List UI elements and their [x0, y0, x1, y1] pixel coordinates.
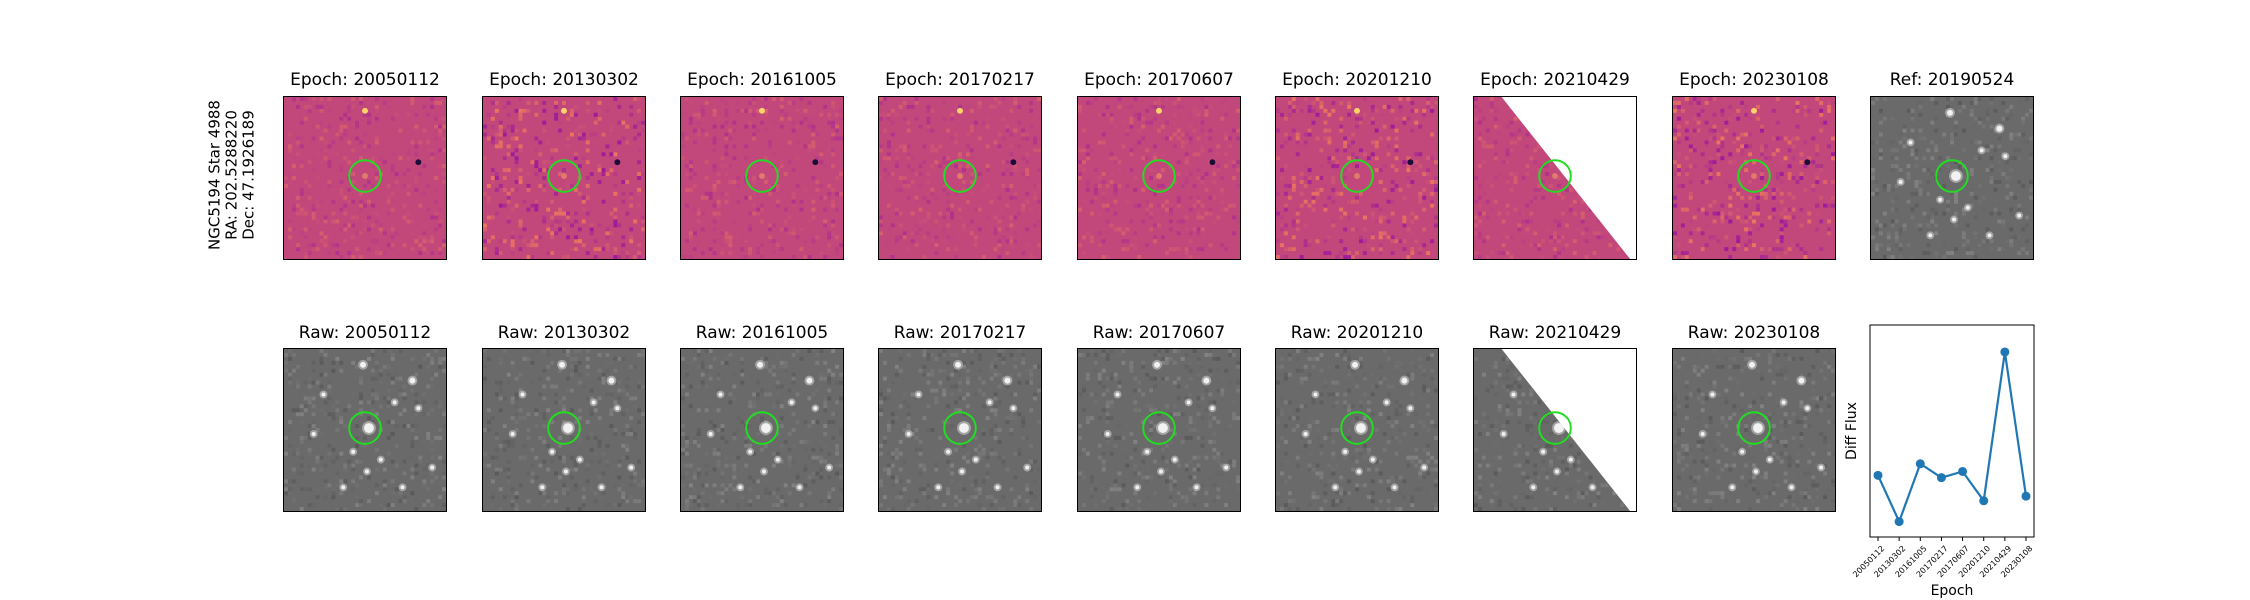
difference-image-title: Epoch: 20170607	[1084, 70, 1234, 90]
difference-image-cutout	[1275, 96, 1439, 260]
plot-frame	[1869, 324, 2035, 538]
difference-image-cutout	[1077, 96, 1241, 260]
star-name: NGC5194 Star 4988	[205, 100, 224, 250]
target-marker-circle	[547, 411, 581, 445]
series-line	[1876, 351, 2028, 525]
data-point	[1873, 470, 1883, 480]
raw-image-cutout	[283, 348, 447, 512]
y-axis-label: Diff Flux	[1844, 402, 1860, 460]
difference-image-cutout	[1473, 96, 1637, 260]
light-curve-chart: 2005011220130302201610052017021720170607…	[1844, 324, 2035, 599]
difference-image-cutout	[878, 96, 1042, 260]
raw-image-title: Raw: 20161005	[695, 323, 829, 343]
difference-image-title: Epoch: 20161005	[687, 70, 837, 90]
data-point	[1894, 517, 1904, 527]
raw-image-cutout	[680, 348, 844, 512]
raw-image-cutout	[1473, 348, 1637, 512]
target-marker-circle	[1538, 411, 1572, 445]
raw-image-cutout	[1672, 348, 1836, 512]
raw-image-cutout	[1077, 348, 1241, 512]
data-point	[2000, 347, 2010, 357]
difference-image-cutout	[1870, 96, 2034, 260]
target-marker-circle	[1737, 411, 1771, 445]
target-marker-circle	[745, 411, 779, 445]
difference-image-cutout	[680, 96, 844, 260]
target-marker-circle	[1142, 159, 1176, 193]
data-point	[1958, 466, 1968, 476]
raw-image-title: Raw: 20170217	[893, 323, 1027, 343]
difference-image-title: Epoch: 20201210	[1282, 70, 1432, 90]
raw-image-title: Raw: 20201210	[1290, 323, 1424, 343]
difference-image-title: Epoch: 20050112	[290, 70, 440, 90]
target-marker-circle	[1935, 159, 1969, 193]
target-marker-circle	[745, 159, 779, 193]
difference-image-cutout	[283, 96, 447, 260]
difference-image-title: Epoch: 20130302	[489, 70, 639, 90]
difference-image-cutout	[1672, 96, 1836, 260]
target-marker-circle	[943, 159, 977, 193]
target-marker-circle	[1538, 159, 1572, 193]
target-marker-circle	[943, 411, 977, 445]
difference-image-cutout	[482, 96, 646, 260]
raw-image-title: Raw: 20050112	[298, 323, 432, 343]
target-marker-circle	[348, 411, 382, 445]
raw-image-title: Raw: 20210429	[1488, 323, 1622, 343]
data-point	[1936, 473, 1946, 483]
target-marker-circle	[348, 159, 382, 193]
target-marker-circle	[1737, 159, 1771, 193]
raw-image-cutout	[482, 348, 646, 512]
star-info-label: NGC5194 Star 4988 RA: 202.5288220 Dec: 4…	[205, 100, 258, 250]
raw-image-cutout	[878, 348, 1042, 512]
target-marker-circle	[1142, 411, 1176, 445]
difference-image-title: Epoch: 20170217	[885, 70, 1035, 90]
data-point	[1915, 459, 1925, 469]
raw-image-cutout	[1275, 348, 1439, 512]
star-dec: Dec: 47.1926189	[239, 110, 258, 240]
raw-image-title: Raw: 20130302	[497, 323, 631, 343]
star-ra: RA: 202.5288220	[222, 110, 241, 240]
x-axis-label: Epoch	[1931, 583, 1974, 599]
difference-image-title: Epoch: 20210429	[1480, 70, 1630, 90]
raw-image-title: Raw: 20230108	[1687, 323, 1821, 343]
difference-image-title: Epoch: 20230108	[1679, 70, 1829, 90]
target-marker-circle	[1340, 411, 1374, 445]
target-marker-circle	[547, 159, 581, 193]
raw-image-title: Raw: 20170607	[1092, 323, 1226, 343]
data-point	[2021, 491, 2031, 501]
difference-image-title: Ref: 20190524	[1889, 70, 2015, 90]
target-marker-circle	[1340, 159, 1374, 193]
data-point	[1979, 496, 1989, 506]
